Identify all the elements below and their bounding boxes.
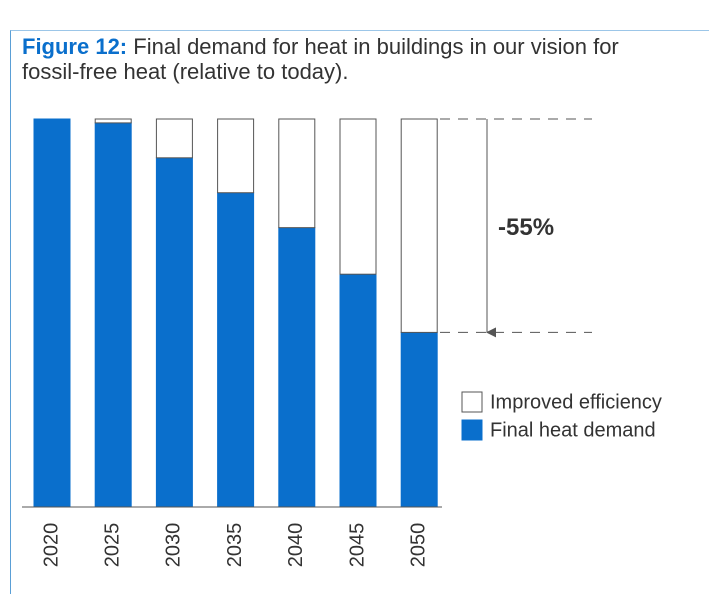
bar-segment [278, 118, 316, 229]
bar-segment [339, 273, 377, 508]
legend-label: Improved efficiency [490, 391, 662, 413]
legend-swatch [461, 419, 483, 441]
bar-segment [339, 118, 377, 275]
bar-segment [217, 192, 255, 508]
annotation: -55% [498, 214, 554, 241]
frame [10, 30, 709, 594]
x-tick-label: 2035 [224, 523, 246, 568]
x-tick-label: 2050 [407, 523, 429, 568]
x-tick-label: 2025 [101, 523, 123, 568]
bar-segment [217, 118, 255, 194]
bar-segment [155, 157, 193, 508]
x-tick-label: 2040 [285, 523, 307, 568]
figure-label: Figure 12: [22, 34, 128, 59]
bar-segment [400, 118, 438, 333]
bar-segment [155, 118, 193, 159]
chart-title: Figure 12: Final demand for heat in buil… [22, 34, 662, 84]
legend-swatch [461, 391, 483, 413]
bar-segment [400, 331, 438, 508]
bar-segment [94, 122, 132, 508]
title-text: Final demand for heat in buildings in ou… [22, 34, 619, 84]
bar-segment [94, 118, 132, 124]
bar-segment [278, 227, 316, 508]
legend-label: Final heat demand [490, 419, 656, 441]
x-tick-label: 2030 [163, 523, 185, 568]
x-tick-label: 2045 [346, 523, 368, 568]
x-tick-label: 2020 [40, 523, 62, 568]
bar-segment [33, 118, 71, 508]
